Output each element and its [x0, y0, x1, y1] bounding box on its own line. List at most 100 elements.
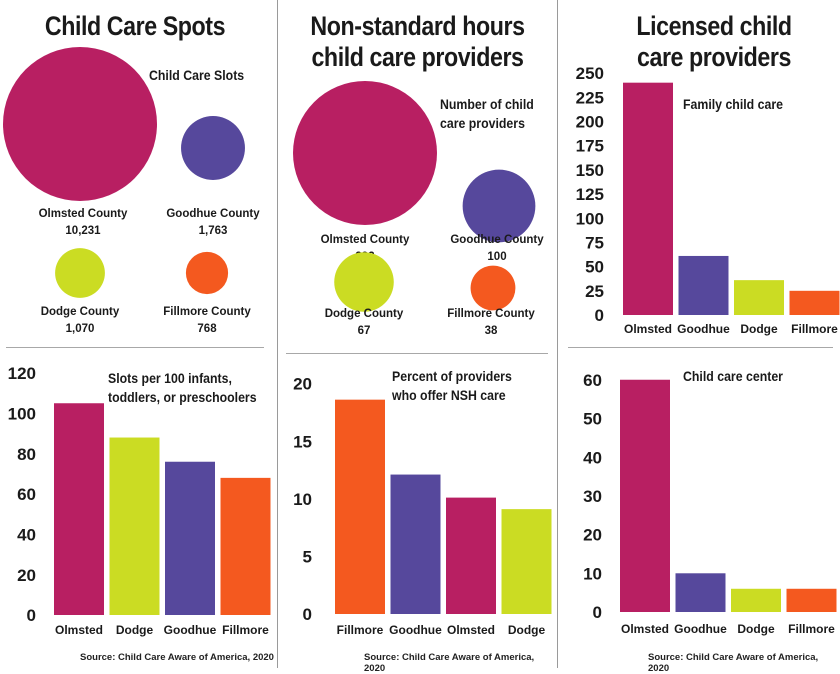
bubble-value-label: 1,070 — [66, 323, 95, 335]
panel-nonstandard-hours: Non-standard hours child care providers … — [278, 0, 557, 674]
x-tick-label: Olmsted — [55, 623, 103, 637]
bubble-label: Olmsted County — [321, 234, 410, 246]
bar-chart-note-line2: who offer NSH care — [392, 387, 506, 403]
slots-bubble-chart: Olmsted County 10,231 Goodhue County 1,763 D… — [3, 47, 260, 335]
panel-title: Child Care Spots — [44, 11, 226, 41]
x-tick-label: Dodge — [508, 623, 546, 637]
family-child-care-bar-chart: 0 25 50 75 100 125 150 175 200 225 250 Olmsted Goodh… — [576, 64, 840, 336]
bar-olmsted — [620, 379, 670, 612]
y-tick-label: 125 — [576, 185, 604, 204]
y-tick-label: 120 — [8, 364, 36, 383]
y-tick-label: 150 — [576, 161, 604, 180]
bar-olmsted — [54, 403, 104, 615]
x-tick-label: Goodhue — [389, 623, 442, 637]
bubble-value-label: 100 — [487, 251, 506, 263]
bubble-chart-note: Child Care Slots — [149, 67, 245, 83]
bar-chart-note-line1: Slots per 100 infants, — [108, 370, 232, 386]
bar-goodhue — [390, 474, 441, 614]
x-tick-label: Goodhue — [677, 322, 730, 336]
y-tick-label: 5 — [303, 548, 312, 567]
bar-goodhue — [165, 461, 215, 615]
bubble-dodge-county — [55, 248, 105, 298]
bubble-value-label: 768 — [197, 323, 217, 335]
x-tick-label: Fillmore — [222, 623, 269, 637]
y-tick-label: 200 — [576, 113, 604, 132]
y-tick-label: 250 — [576, 64, 604, 83]
y-tick-label: 50 — [583, 410, 602, 429]
y-tick-label: 0 — [593, 603, 602, 622]
bubble-chart-note-line1: Number of child — [440, 96, 534, 112]
panel-title-line1: Licensed child — [636, 11, 792, 41]
bar-fillmore — [786, 588, 837, 612]
y-tick-label: 20 — [293, 375, 312, 394]
y-tick-label: 60 — [583, 371, 602, 390]
bar-chart-note: Slots per 100 infants, toddlers, or pres… — [108, 369, 257, 407]
bar-olmsted — [623, 82, 673, 316]
divider-left-middle — [277, 0, 278, 668]
y-tick-label: 60 — [17, 485, 36, 504]
bar-olmsted — [446, 497, 496, 614]
divider-middle-horizontal — [286, 353, 548, 354]
nsh-bubble-chart: Olmsted County392Goodhue County100Dodge … — [293, 81, 544, 337]
y-tick-label: 0 — [27, 606, 36, 625]
panel-title: Non-standard hours child care providers — [298, 11, 538, 73]
bubble-label: Olmsted County — [39, 208, 128, 220]
y-tick-label: 225 — [576, 88, 604, 107]
bubble-label: Fillmore County — [447, 308, 535, 320]
bubble-chart-note: Number of child care providers — [440, 95, 534, 133]
y-tick-label: 30 — [583, 487, 602, 506]
bar-fillmore — [789, 290, 840, 315]
y-tick-label: 80 — [17, 445, 36, 464]
x-tick-label: Goodhue — [674, 622, 727, 636]
bubble-label: Goodhue County — [166, 208, 260, 220]
panel-licensed-providers: Licensed child care providers Family chi… — [558, 0, 840, 674]
panel-title-line2: child care providers — [311, 42, 524, 72]
y-tick-label: 40 — [583, 448, 602, 467]
bar-dodge — [734, 280, 784, 315]
bar-chart-note-bottom: Child care center — [683, 368, 783, 384]
bar-chart-note-line1: Percent of providers — [392, 368, 512, 384]
y-tick-label: 100 — [576, 209, 604, 228]
y-tick-label: 15 — [293, 432, 312, 451]
source-note: Source: Child Care Aware of America, 202… — [648, 652, 819, 674]
divider-middle-right — [557, 0, 558, 668]
source-note: Source: Child Care Aware of America, 202… — [364, 652, 535, 674]
bar-chart-note-line2: toddlers, or preschoolers — [108, 389, 257, 405]
slots-per-100-bar-chart: 0 20 40 60 80 100 120 Olmsted Dodge Goodhue Fillmo… — [8, 364, 271, 637]
bubble-value-label: 38 — [485, 325, 498, 337]
y-tick-label: 40 — [17, 525, 36, 544]
x-tick-label: Fillmore — [337, 623, 384, 637]
x-tick-label: Dodge — [740, 322, 778, 336]
y-tick-label: 10 — [583, 564, 602, 583]
bubble-value-label: 67 — [358, 325, 371, 337]
bubble-goodhue-county — [462, 169, 536, 243]
bubble-label: Dodge County — [41, 306, 120, 318]
y-tick-label: 0 — [303, 605, 312, 624]
bar-dodge — [731, 588, 781, 612]
bubble-olmsted-county — [3, 47, 157, 201]
x-tick-label: Dodge — [116, 623, 154, 637]
panel-child-care-spots: Child Care Spots Child Care Slots Olmste… — [0, 0, 277, 668]
bubble-olmsted-county — [293, 81, 437, 225]
bar-chart-note: Percent of providers who offer NSH care — [392, 367, 512, 405]
bubble-value-label: 10,231 — [65, 225, 101, 237]
x-tick-label: Olmsted — [621, 622, 669, 636]
source-note: Source: Child Care Aware of America, 202… — [80, 652, 274, 663]
x-tick-label: Fillmore — [788, 622, 835, 636]
bar-fillmore — [335, 399, 385, 614]
bubble-label: Goodhue County — [450, 234, 544, 246]
panel-title-line1: Non-standard hours — [310, 11, 525, 41]
y-tick-label: 75 — [585, 234, 604, 253]
bubble-fillmore-county — [470, 265, 516, 311]
panel-title: Licensed child care providers — [606, 11, 823, 73]
y-tick-label: 20 — [583, 526, 602, 545]
x-tick-label: Olmsted — [447, 623, 495, 637]
y-tick-label: 10 — [293, 490, 312, 509]
bar-dodge — [109, 437, 160, 615]
y-tick-label: 100 — [8, 404, 36, 423]
bar-goodhue — [678, 255, 729, 315]
bubble-label: Dodge County — [325, 308, 404, 320]
bubble-dodge-county — [334, 252, 394, 312]
x-tick-label: Goodhue — [164, 623, 217, 637]
x-tick-label: Olmsted — [624, 322, 672, 336]
